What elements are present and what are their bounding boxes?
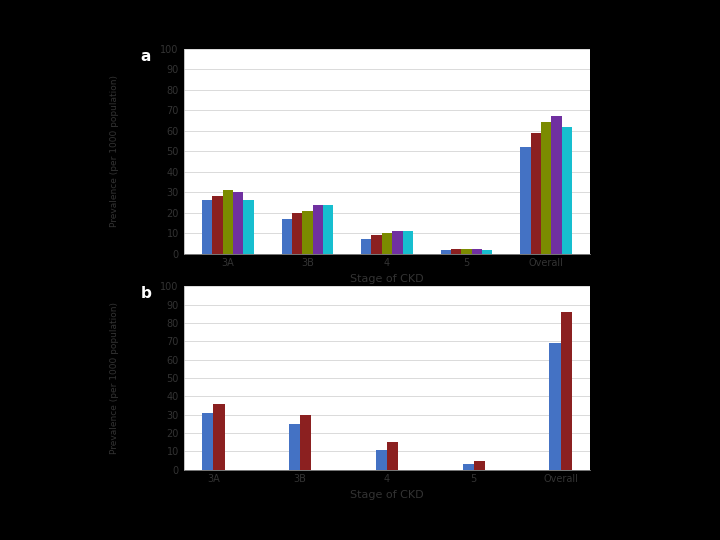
- Bar: [482, 249, 492, 254]
- Bar: [202, 413, 213, 470]
- Bar: [402, 231, 413, 254]
- Bar: [441, 249, 451, 254]
- Bar: [552, 116, 562, 254]
- Bar: [222, 190, 233, 254]
- Bar: [521, 147, 531, 254]
- Bar: [312, 205, 323, 254]
- Bar: [292, 213, 302, 254]
- Bar: [474, 461, 485, 470]
- Bar: [549, 343, 561, 470]
- Bar: [541, 123, 552, 254]
- Bar: [282, 219, 292, 254]
- Bar: [323, 205, 333, 254]
- Bar: [472, 248, 482, 254]
- Bar: [302, 211, 312, 254]
- Y-axis label: Prevalence (per 1000 population): Prevalence (per 1000 population): [109, 302, 119, 454]
- Bar: [202, 200, 212, 254]
- Bar: [300, 415, 312, 470]
- Bar: [372, 235, 382, 254]
- Bar: [392, 231, 402, 254]
- Bar: [289, 424, 300, 470]
- Bar: [212, 197, 222, 254]
- Bar: [387, 442, 398, 470]
- X-axis label: Stage of CKD: Stage of CKD: [350, 274, 424, 284]
- Bar: [361, 239, 372, 254]
- Text: Copyright © 2019 International Society of Nephrology Terms and Conditions: Copyright © 2019 International Society o…: [14, 510, 336, 519]
- Bar: [462, 248, 472, 254]
- Bar: [531, 133, 541, 254]
- Bar: [213, 404, 225, 470]
- Bar: [382, 233, 392, 254]
- Bar: [562, 126, 572, 254]
- Text: a: a: [140, 49, 150, 64]
- X-axis label: Stage of CKD: Stage of CKD: [350, 490, 424, 500]
- Text: Kidney International Reports 2019 4561-570 DOI: (10.1016/j.ekir.2019.01.005): Kidney International Reports 2019 4561-5…: [14, 494, 346, 503]
- Text: b: b: [140, 286, 151, 301]
- Bar: [451, 248, 462, 254]
- Bar: [243, 200, 253, 254]
- Bar: [233, 192, 243, 254]
- Bar: [462, 464, 474, 470]
- Bar: [561, 312, 572, 470]
- Y-axis label: Prevalence (per 1000 population): Prevalence (per 1000 population): [109, 75, 119, 227]
- Text: Figure 3: Figure 3: [332, 14, 388, 28]
- Bar: [376, 450, 387, 470]
